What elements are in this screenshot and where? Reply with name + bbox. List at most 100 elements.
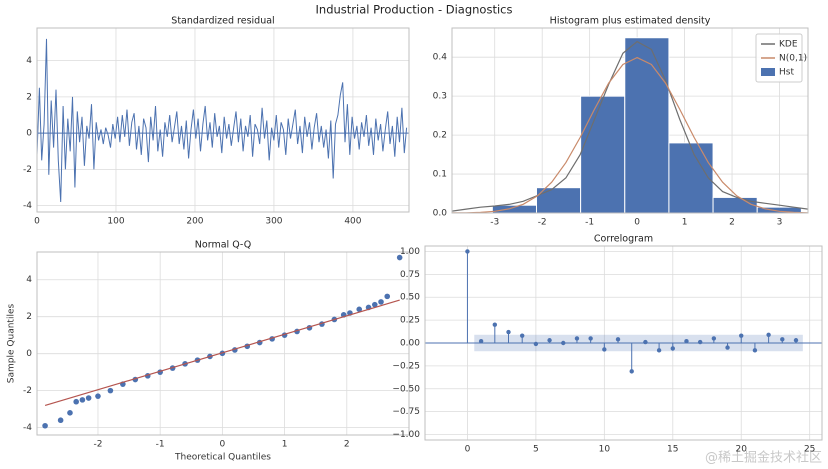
- subplot-title: Histogram plus estimated density: [550, 16, 711, 27]
- stem-marker: [725, 345, 730, 350]
- reference-line: [44, 299, 400, 406]
- figure-title: Industrial Production - Diagnostics: [316, 3, 513, 17]
- x-axis-label: Theoretical Quantiles: [174, 453, 271, 463]
- stem-marker: [629, 369, 634, 374]
- stem-marker: [656, 348, 662, 353]
- x-tick-label: 200: [186, 217, 203, 227]
- y-tick-label: -4: [23, 423, 32, 433]
- y-tick-label: −1.00: [392, 430, 420, 440]
- x-tick-label: -1: [156, 440, 165, 450]
- x-tick-label: 3: [777, 218, 783, 228]
- y-tick-label: 0.1: [433, 170, 447, 180]
- x-tick-label: 0: [634, 218, 640, 228]
- y-tick-label: 0.2: [433, 131, 447, 141]
- stem-marker: [602, 347, 607, 352]
- x-tick-label: 0: [465, 445, 471, 455]
- x-tick-label: -2: [538, 218, 547, 228]
- stem-marker: [615, 337, 621, 342]
- legend-swatch: [761, 68, 775, 76]
- x-tick-label: 1: [282, 440, 288, 450]
- x-tick-label: 1: [682, 218, 688, 228]
- y-tick-label: 0.3: [433, 92, 447, 102]
- x-tick-label: 25: [804, 445, 815, 455]
- subplot-title: Standardized residual: [171, 16, 274, 27]
- x-tick-label: 15: [667, 445, 678, 455]
- y-tick-label: −0.75: [392, 407, 420, 417]
- qq-point: [95, 393, 101, 399]
- stem-marker: [752, 348, 758, 353]
- stem-marker: [684, 338, 689, 344]
- y-tick-label: 1.00: [400, 247, 420, 257]
- y-tick-label: 0.75: [400, 270, 420, 280]
- y-tick-label: 0: [26, 349, 32, 359]
- density-line: [452, 56, 808, 213]
- stem-marker: [670, 346, 675, 351]
- stem-marker: [588, 336, 593, 341]
- density-line: [452, 40, 808, 212]
- qq-point: [73, 398, 79, 405]
- hist-bar: [756, 206, 802, 213]
- y-tick-label: 0.50: [400, 293, 420, 303]
- hist-bar: [535, 187, 582, 213]
- y-tick-label: -2: [23, 165, 32, 175]
- stem-marker: [739, 333, 744, 338]
- x-tick-label: 0: [220, 440, 226, 450]
- stem-marker: [574, 336, 580, 341]
- y-tick-label: 4: [26, 275, 32, 285]
- x-tick-label: 10: [599, 445, 611, 455]
- stem-marker: [643, 339, 648, 345]
- hist-bar: [580, 95, 626, 213]
- x-tick-label: 100: [107, 217, 124, 227]
- qq-point: [57, 417, 64, 424]
- x-tick-label: -1: [585, 218, 594, 228]
- y-tick-label: 2: [26, 312, 32, 322]
- stem-marker: [766, 332, 771, 337]
- x-tick-label: -3: [490, 218, 499, 228]
- y-tick-label: 0.0: [433, 209, 448, 219]
- y-tick-label: -2: [23, 386, 32, 396]
- x-tick-label: -2: [93, 440, 102, 450]
- legend-label: KDE: [779, 40, 798, 50]
- watermark: @稀土掘金技术社区: [705, 450, 822, 466]
- residual-line: [37, 38, 408, 203]
- y-tick-label: 4: [26, 56, 32, 66]
- stem-marker: [533, 341, 539, 347]
- stem-marker: [697, 339, 703, 345]
- stem-marker: [547, 338, 552, 343]
- x-tick-label: 5: [533, 445, 539, 455]
- hist-bar: [491, 204, 537, 213]
- hist-bar: [624, 37, 670, 213]
- y-tick-label: 0.00: [400, 339, 420, 349]
- stem-marker: [780, 337, 785, 342]
- x-tick-label: 0: [34, 217, 40, 227]
- qq-point: [356, 306, 363, 313]
- stem-marker: [478, 338, 484, 344]
- y-tick-label: 0: [26, 129, 32, 139]
- legend-label: Hst: [779, 68, 794, 78]
- qq-point: [378, 299, 384, 305]
- plot-frame: [36, 251, 410, 436]
- stem-marker: [506, 329, 511, 335]
- y-tick-label: −0.50: [392, 384, 420, 394]
- x-tick-label: 400: [344, 217, 361, 227]
- qq-point: [107, 387, 114, 394]
- subplot-title: Correlogram: [594, 234, 653, 245]
- plot-frame: [36, 27, 410, 213]
- stem-marker: [793, 338, 799, 343]
- y-tick-label: 0.25: [400, 316, 420, 326]
- qq-point: [85, 395, 92, 401]
- hist-bar: [668, 142, 714, 213]
- stem-marker: [561, 340, 566, 346]
- qq-point: [42, 422, 48, 429]
- subplot-title: Normal Q-Q: [195, 240, 251, 251]
- qq-point: [67, 410, 73, 416]
- plot-area: [37, 28, 409, 212]
- qq-point: [384, 293, 391, 300]
- qq-point: [79, 397, 86, 403]
- qq-point: [396, 254, 403, 261]
- x-tick-label: 300: [265, 217, 282, 227]
- x-tick-label: 20: [736, 445, 748, 455]
- legend-label: N(0,1): [779, 54, 807, 64]
- stem-marker: [519, 333, 525, 338]
